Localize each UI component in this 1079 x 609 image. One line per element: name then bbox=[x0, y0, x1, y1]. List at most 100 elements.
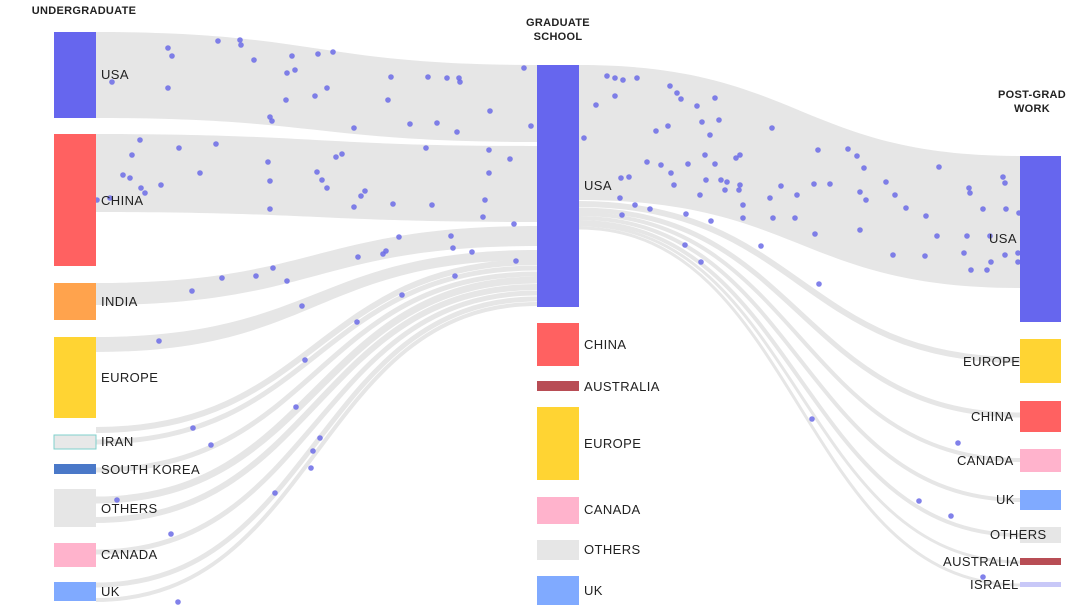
particle-dot bbox=[923, 213, 929, 219]
particle-dot bbox=[634, 75, 640, 81]
particle-dot bbox=[604, 73, 610, 79]
flow-grad-usa-to-post-usa bbox=[579, 65, 1020, 288]
particle-dot bbox=[770, 215, 776, 221]
node-post-others bbox=[1020, 527, 1061, 543]
node-post-australia bbox=[1020, 558, 1061, 565]
particle-dot bbox=[922, 253, 928, 259]
particle-dot bbox=[1000, 174, 1006, 180]
particle-dot bbox=[612, 93, 618, 99]
particle-dot bbox=[292, 67, 298, 73]
particle-dot bbox=[156, 338, 162, 344]
node-grad-others bbox=[537, 540, 579, 560]
particle-dot bbox=[987, 233, 993, 239]
node-label-post-others: OTHERS bbox=[990, 527, 1047, 542]
column-titles: UNDERGRADUATE GRADUATE SCHOOL POST-GRAD WORK bbox=[32, 5, 1066, 115]
particle-dot bbox=[812, 231, 818, 237]
particle-dot bbox=[333, 154, 339, 160]
flow-grad-usa-to-post-canada bbox=[578, 212, 1021, 462]
particle-dot bbox=[1015, 250, 1021, 256]
particle-dot bbox=[671, 182, 677, 188]
particle-dot bbox=[916, 498, 922, 504]
particle-dot bbox=[253, 273, 259, 279]
particle-dot bbox=[486, 170, 492, 176]
node-label-post-china: CHINA bbox=[971, 409, 1013, 424]
particle-dot bbox=[270, 265, 276, 271]
node-label-post-canada: CANADA bbox=[957, 453, 1014, 468]
particle-dot bbox=[528, 123, 534, 129]
column-title-grad: SCHOOL bbox=[534, 31, 583, 43]
particle-dot bbox=[857, 189, 863, 195]
particle-dot bbox=[647, 206, 653, 212]
node-label-undergrad-india: INDIA bbox=[101, 294, 138, 309]
particle-dot bbox=[934, 233, 940, 239]
node-grad-usa bbox=[537, 65, 579, 307]
particle-dot bbox=[863, 197, 869, 203]
particle-dot bbox=[310, 448, 316, 454]
node-label-grad-usa: USA bbox=[584, 178, 612, 193]
node-post-europe bbox=[1020, 339, 1061, 383]
flow-grad-usa-to-post-australia bbox=[578, 223, 1021, 564]
column-title-undergrad: UNDERGRADUATE bbox=[32, 5, 137, 17]
particle-dot bbox=[778, 183, 784, 189]
particle-dot bbox=[213, 141, 219, 147]
flow-skorea-to-grad-usa bbox=[95, 271, 538, 473]
particle-dot bbox=[683, 211, 689, 217]
flow-grad-usa-to-post-europe bbox=[578, 201, 1021, 363]
particle-dot bbox=[737, 152, 743, 158]
particle-dot bbox=[219, 275, 225, 281]
particle-dot bbox=[448, 233, 454, 239]
particle-dot bbox=[324, 85, 330, 91]
flow-uk-b-to-grad-usa bbox=[95, 302, 538, 602]
particle-dot bbox=[644, 159, 650, 165]
particle-dot bbox=[967, 190, 973, 196]
particle-dot bbox=[351, 204, 357, 210]
node-label-undergrad-europe: EUROPE bbox=[101, 370, 158, 385]
particle-dot bbox=[299, 303, 305, 309]
node-label-undergrad-uk: UK bbox=[101, 584, 120, 599]
particle-dot bbox=[452, 273, 458, 279]
particle-dot bbox=[581, 135, 587, 141]
particle-dot bbox=[319, 177, 325, 183]
flow-usa-to-grad-usa bbox=[96, 32, 537, 142]
particle-dot bbox=[324, 185, 330, 191]
particle-dot bbox=[283, 97, 289, 103]
node-grad-europe bbox=[537, 407, 579, 480]
particle-dot bbox=[388, 74, 394, 80]
particle-dot bbox=[857, 227, 863, 233]
particle-dot bbox=[480, 214, 486, 220]
particle-dot bbox=[237, 37, 243, 43]
node-undergrad-uk bbox=[54, 582, 96, 601]
particle-dot bbox=[620, 77, 626, 83]
particle-dot bbox=[362, 188, 368, 194]
particle-dot bbox=[861, 165, 867, 171]
particle-dot bbox=[312, 93, 318, 99]
particle-dot bbox=[716, 117, 722, 123]
node-post-israel bbox=[1020, 582, 1061, 587]
flow-grad-usa-to-post-israel bbox=[578, 226, 1021, 587]
node-undergrad-europe bbox=[54, 337, 96, 418]
particle-dot bbox=[617, 195, 623, 201]
particle-dot bbox=[175, 599, 181, 605]
particle-dot bbox=[429, 202, 435, 208]
particle-dot bbox=[712, 161, 718, 167]
node-undergrad-iran bbox=[53, 434, 97, 450]
particle-dot bbox=[407, 121, 413, 127]
particle-dot bbox=[685, 161, 691, 167]
particle-dot bbox=[390, 201, 396, 207]
particle-dot bbox=[665, 123, 671, 129]
particle-dot bbox=[707, 132, 713, 138]
particle-dot bbox=[272, 490, 278, 496]
node-undergrad-india bbox=[54, 283, 96, 320]
particle-dot bbox=[289, 53, 295, 59]
particle-dot bbox=[767, 195, 773, 201]
flow-grad-usa-to-post-china bbox=[578, 207, 1021, 418]
particle-dot bbox=[737, 182, 743, 188]
particle-dot bbox=[109, 79, 115, 85]
particle-dot bbox=[513, 258, 519, 264]
particle-dot bbox=[733, 155, 739, 161]
particle-dot bbox=[190, 425, 196, 431]
particle-dot bbox=[1002, 180, 1008, 186]
particle-dot bbox=[708, 218, 714, 224]
flow-others-b-to-grad-usa bbox=[95, 284, 538, 523]
particle-dot bbox=[948, 513, 954, 519]
